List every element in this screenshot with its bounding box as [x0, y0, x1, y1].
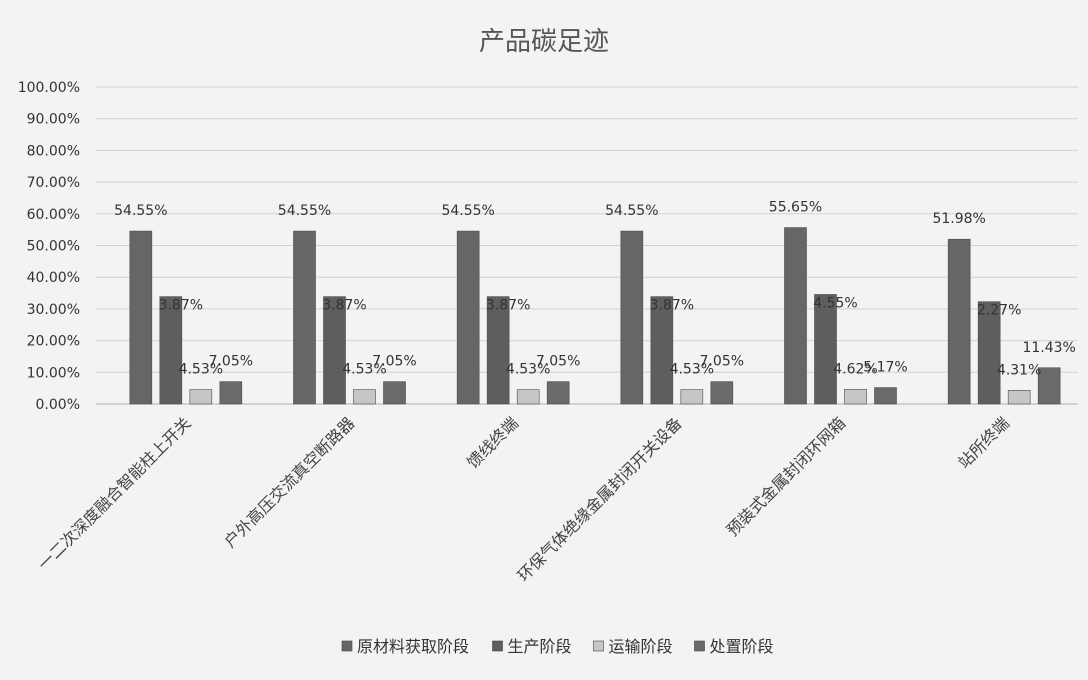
x-tick-label: 预装式金属封闭环网箱	[723, 413, 850, 540]
bar-1	[977, 301, 1001, 405]
bar-2	[353, 389, 376, 405]
bar-3	[710, 381, 734, 405]
legend-label: 运输阶段	[609, 637, 673, 656]
y-tick-label: 90.00%	[27, 112, 80, 128]
bar-2	[1007, 390, 1031, 405]
data-label: 4.55%	[813, 295, 857, 311]
bar-0	[293, 230, 316, 405]
data-label: 7.05%	[372, 354, 416, 370]
y-tick-label: 20.00%	[27, 334, 80, 350]
x-tick-label: 户外高压交流真空断路器	[220, 413, 358, 551]
legend-swatch-2	[593, 640, 604, 652]
bar-3	[874, 387, 897, 405]
y-axis-ticks: 0.00% 10.00% 20.00% 30.00% 40.00% 50.00% 60.00…	[18, 80, 80, 413]
chart-title: 产品碳足迹	[479, 27, 609, 57]
data-label: 54.55%	[114, 203, 167, 219]
bar-1	[650, 296, 674, 405]
y-tick-label: 0.00%	[36, 397, 80, 413]
legend-swatch-1	[492, 640, 503, 652]
data-label: 4.53%	[670, 362, 714, 378]
data-label: 55.65%	[769, 200, 822, 216]
legend-swatch-0	[341, 640, 353, 652]
bar-2	[680, 389, 704, 405]
data-label: 3.87%	[322, 298, 366, 314]
data-label: 3.87%	[159, 298, 203, 314]
y-tick-label: 30.00%	[27, 302, 80, 318]
data-labels: 54.55%3.87%4.53%7.05%54.55%3.87%4.53%7.0…	[114, 200, 1076, 379]
data-label: 4.31%	[997, 362, 1041, 378]
data-label: 11.43%	[1022, 340, 1075, 356]
bar-2	[844, 389, 867, 405]
bars	[129, 227, 1061, 405]
data-label: 51.98%	[932, 211, 985, 227]
legend-label: 生产阶段	[508, 637, 572, 656]
bar-0	[947, 238, 971, 405]
bar-1	[486, 296, 510, 405]
y-tick-label: 100.00%	[18, 80, 80, 96]
data-label: 5.17%	[863, 360, 907, 376]
bar-1	[814, 294, 837, 405]
data-label: 54.55%	[605, 203, 658, 219]
bar-0	[129, 230, 153, 405]
legend: 原材料获取阶段 生产阶段 运输阶段 处置阶段	[341, 637, 774, 656]
bar-1	[159, 296, 183, 405]
data-label: 7.05%	[536, 354, 580, 370]
data-label: 7.05%	[700, 354, 744, 370]
data-label: 4.53%	[179, 362, 223, 378]
bar-0	[620, 230, 644, 405]
y-tick-label: 50.00%	[27, 239, 80, 255]
data-label: 54.55%	[278, 203, 331, 219]
legend-label: 原材料获取阶段	[357, 637, 469, 656]
bar-3	[219, 381, 243, 405]
bar-1	[323, 296, 346, 405]
bar-3	[1037, 367, 1061, 405]
y-tick-label: 10.00%	[27, 365, 80, 381]
data-label: 4.62%	[833, 361, 877, 377]
bar-0	[784, 227, 807, 405]
bar-0	[456, 230, 480, 405]
bar-2	[189, 389, 213, 405]
y-tick-label: 70.00%	[27, 175, 80, 191]
x-tick-label: 一二次深度融合智能柱上开关	[34, 413, 195, 574]
data-label: 3.87%	[486, 298, 530, 314]
y-tick-label: 60.00%	[27, 207, 80, 223]
x-tick-label: 站所终端	[954, 413, 1013, 472]
data-label: 3.87%	[650, 298, 694, 314]
data-label: 4.53%	[506, 362, 550, 378]
x-tick-label: 馈线终端	[463, 413, 522, 472]
data-label: 2.27%	[977, 303, 1021, 319]
legend-label: 处置阶段	[710, 637, 774, 656]
data-label: 54.55%	[441, 203, 494, 219]
bar-2	[516, 389, 540, 405]
y-tick-label: 40.00%	[27, 270, 80, 286]
y-tick-label: 80.00%	[27, 143, 80, 159]
bar-3	[383, 381, 406, 405]
data-label: 7.05%	[209, 354, 253, 370]
bar-3	[546, 381, 570, 405]
x-axis-labels: 一二次深度融合智能柱上开关 户外高压交流真空断路器 馈线终端环保气体绝缘金属封闭开关…	[34, 413, 1013, 585]
legend-swatch-3	[694, 640, 705, 652]
gridlines	[96, 86, 1078, 405]
x-tick-label: 环保气体绝缘金属封闭开关设备	[514, 413, 686, 585]
data-label: 4.53%	[342, 362, 386, 378]
